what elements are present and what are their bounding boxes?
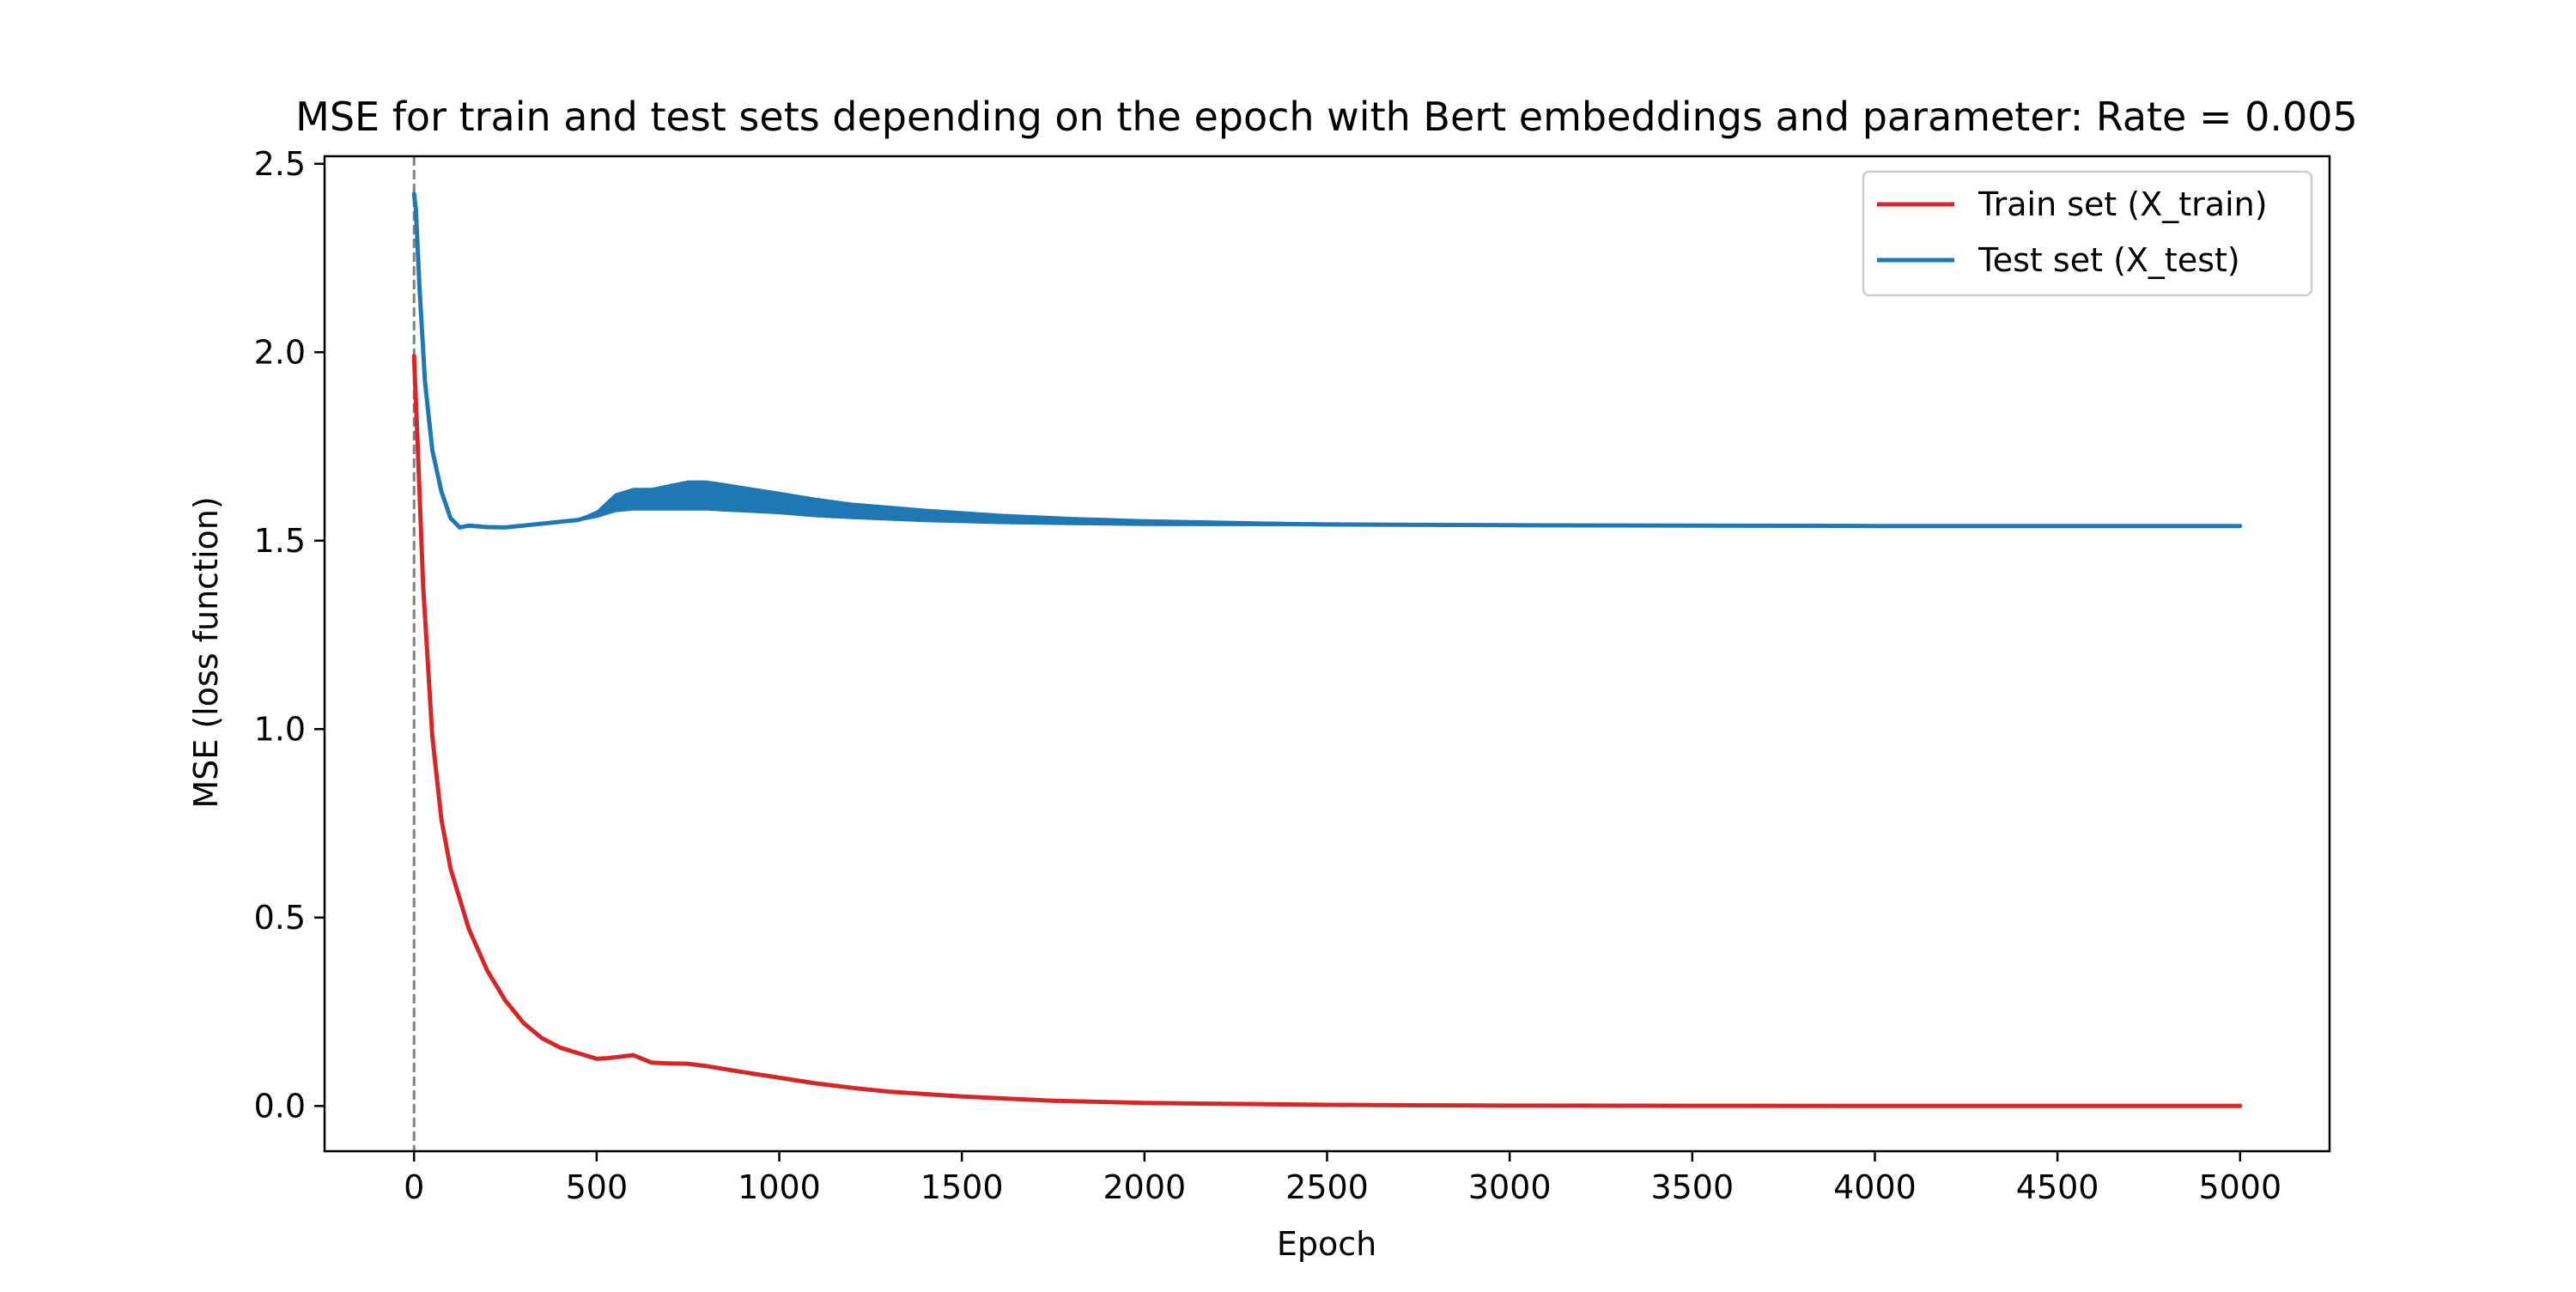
y-tick-label: 2.0 [254, 333, 306, 371]
plot-area: 0 500 1000 1500 2000 2500 3000 3500 4000 4500 5000… [254, 145, 2331, 1206]
x-tick-label: 2500 [1285, 1168, 1369, 1206]
x-tick-label: 2000 [1103, 1168, 1186, 1206]
series-line-1 [411, 191, 2243, 530]
x-tick-label: 5000 [2198, 1168, 2281, 1206]
x-tick-label: 3000 [1468, 1168, 1552, 1206]
y-axis-label: MSE (loss function) [187, 496, 225, 808]
legend-label: Train set (X_train) [1978, 185, 2268, 223]
x-tick-label: 0 [404, 1168, 424, 1206]
x-tick-label: 3500 [1650, 1168, 1734, 1206]
plot-frame [323, 155, 2331, 1153]
legend-box [1862, 170, 2313, 297]
chart-title: MSE for train and test sets depending on… [295, 94, 2358, 140]
x-tick-label: 4500 [2016, 1168, 2099, 1206]
series-line-0 [411, 354, 2243, 1108]
x-tick-label: 500 [566, 1168, 629, 1206]
y-tick-label: 0.0 [254, 1087, 306, 1125]
x-tick-label: 1000 [738, 1168, 821, 1206]
x-tick-label: 1500 [920, 1168, 1004, 1206]
y-tick-label: 1.0 [254, 710, 306, 748]
y-tick-label: 1.5 [254, 522, 306, 560]
x-axis-label: Epoch [1277, 1225, 1376, 1263]
y-tick-label: 2.5 [254, 145, 306, 183]
x-tick-label: 4000 [1833, 1168, 1917, 1206]
legend-label: Test set (X_test) [1978, 241, 2240, 279]
y-tick-label: 0.5 [254, 899, 306, 937]
legend: Train set (X_train) Test set (X_test) [1862, 170, 2313, 297]
